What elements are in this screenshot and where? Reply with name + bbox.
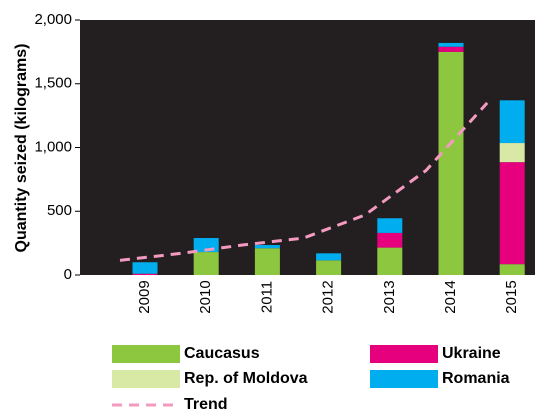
bar-segment (132, 262, 158, 274)
bar-segment (499, 162, 525, 265)
bar-segment (499, 264, 525, 275)
legend-label: Caucasus (184, 345, 260, 362)
bar-segment (254, 248, 280, 275)
x-tick-label: 2010 (197, 280, 214, 313)
legend-label: Trend (184, 396, 228, 413)
x-tick-label: 2013 (381, 280, 398, 313)
bar-segment (438, 42, 464, 47)
x-tick-label: 2012 (320, 280, 337, 313)
legend-swatch (112, 345, 180, 363)
legend-swatch (112, 370, 180, 388)
y-tick-label: 1,500 (34, 75, 72, 92)
bar-segment (499, 100, 525, 144)
y-tick-label: 0 (64, 266, 72, 283)
y-tick-label: 2,000 (34, 11, 72, 28)
legend-label: Rep. of Moldova (184, 370, 308, 387)
bar-segment (377, 232, 403, 248)
bar-segment (316, 253, 342, 261)
bar-segment (377, 218, 403, 233)
legend-swatch (370, 370, 438, 388)
x-tick-label: 2011 (258, 281, 275, 313)
bar-segment (438, 46, 464, 52)
x-tick-label: 2015 (503, 280, 520, 313)
legend-swatch (370, 345, 438, 363)
legend-label: Ukraine (442, 345, 501, 362)
y-tick-label: 1,000 (34, 138, 72, 155)
y-tick-label: 500 (47, 202, 72, 219)
bar-segment (499, 143, 525, 163)
legend-label: Romania (442, 370, 510, 387)
bar-segment (254, 245, 280, 249)
bar-segment (438, 51, 464, 275)
x-tick-label: 2009 (136, 280, 153, 313)
trend-line (119, 101, 489, 262)
bar-segment (193, 252, 219, 275)
y-axis-label: Quantity seized (kilograms) (13, 44, 30, 253)
bar-segment (316, 260, 342, 275)
bar-segment (132, 273, 158, 275)
bar-segment (377, 247, 403, 275)
x-tick-label: 2014 (442, 280, 459, 313)
